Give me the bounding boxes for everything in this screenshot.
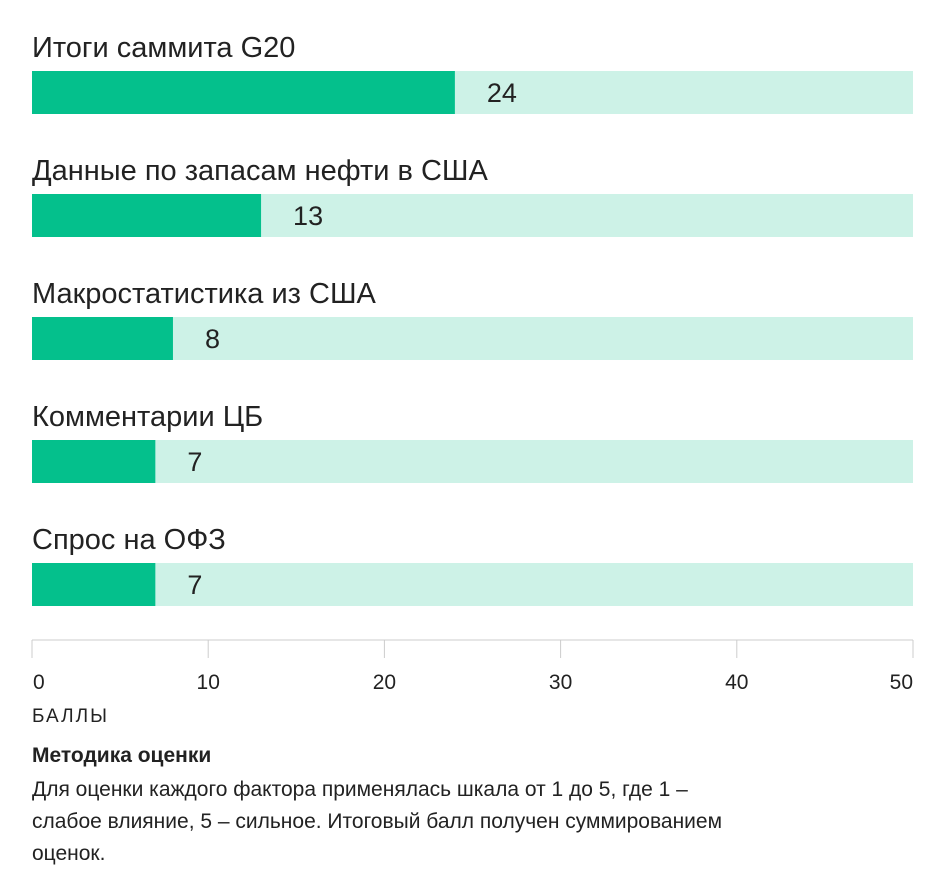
value-label: 7	[187, 447, 202, 477]
bar	[32, 440, 156, 483]
category-label: Данные по запасам нефти в США	[32, 155, 488, 187]
value-label: 24	[487, 78, 517, 108]
x-tick-label: 30	[549, 671, 572, 694]
bar	[32, 71, 455, 114]
value-label: 8	[205, 324, 220, 354]
bar-track	[32, 563, 913, 606]
bar-track	[32, 440, 913, 483]
category-label: Спрос на ОФЗ	[32, 524, 226, 556]
category-label: Комментарии ЦБ	[32, 401, 263, 433]
bar-chart: Итоги саммита G20 24 Данные по запасам неф…	[31, 32, 914, 727]
value-label: 7	[187, 570, 202, 600]
category-label: Итоги саммита G20	[32, 32, 295, 64]
category-label: Макростатистика из США	[32, 278, 377, 310]
x-tick-label: 10	[197, 671, 220, 694]
x-tick-label: 50	[890, 671, 913, 694]
value-label: 13	[293, 201, 323, 231]
x-tick-label: 40	[725, 671, 748, 694]
methodology-title: Методика оценки	[32, 744, 212, 767]
x-axis-title: БАЛЛЫ	[32, 706, 109, 727]
bar	[32, 563, 156, 606]
x-tick-label: 0	[33, 671, 45, 694]
x-tick-label: 20	[373, 671, 396, 694]
bar	[32, 317, 173, 360]
bar	[32, 194, 262, 237]
methodology-text: Для оценки каждого фактора применялась ш…	[32, 778, 723, 865]
methodology-note: Методика оценки Для оценки каждого факто…	[32, 742, 912, 870]
bar-track	[32, 317, 913, 360]
